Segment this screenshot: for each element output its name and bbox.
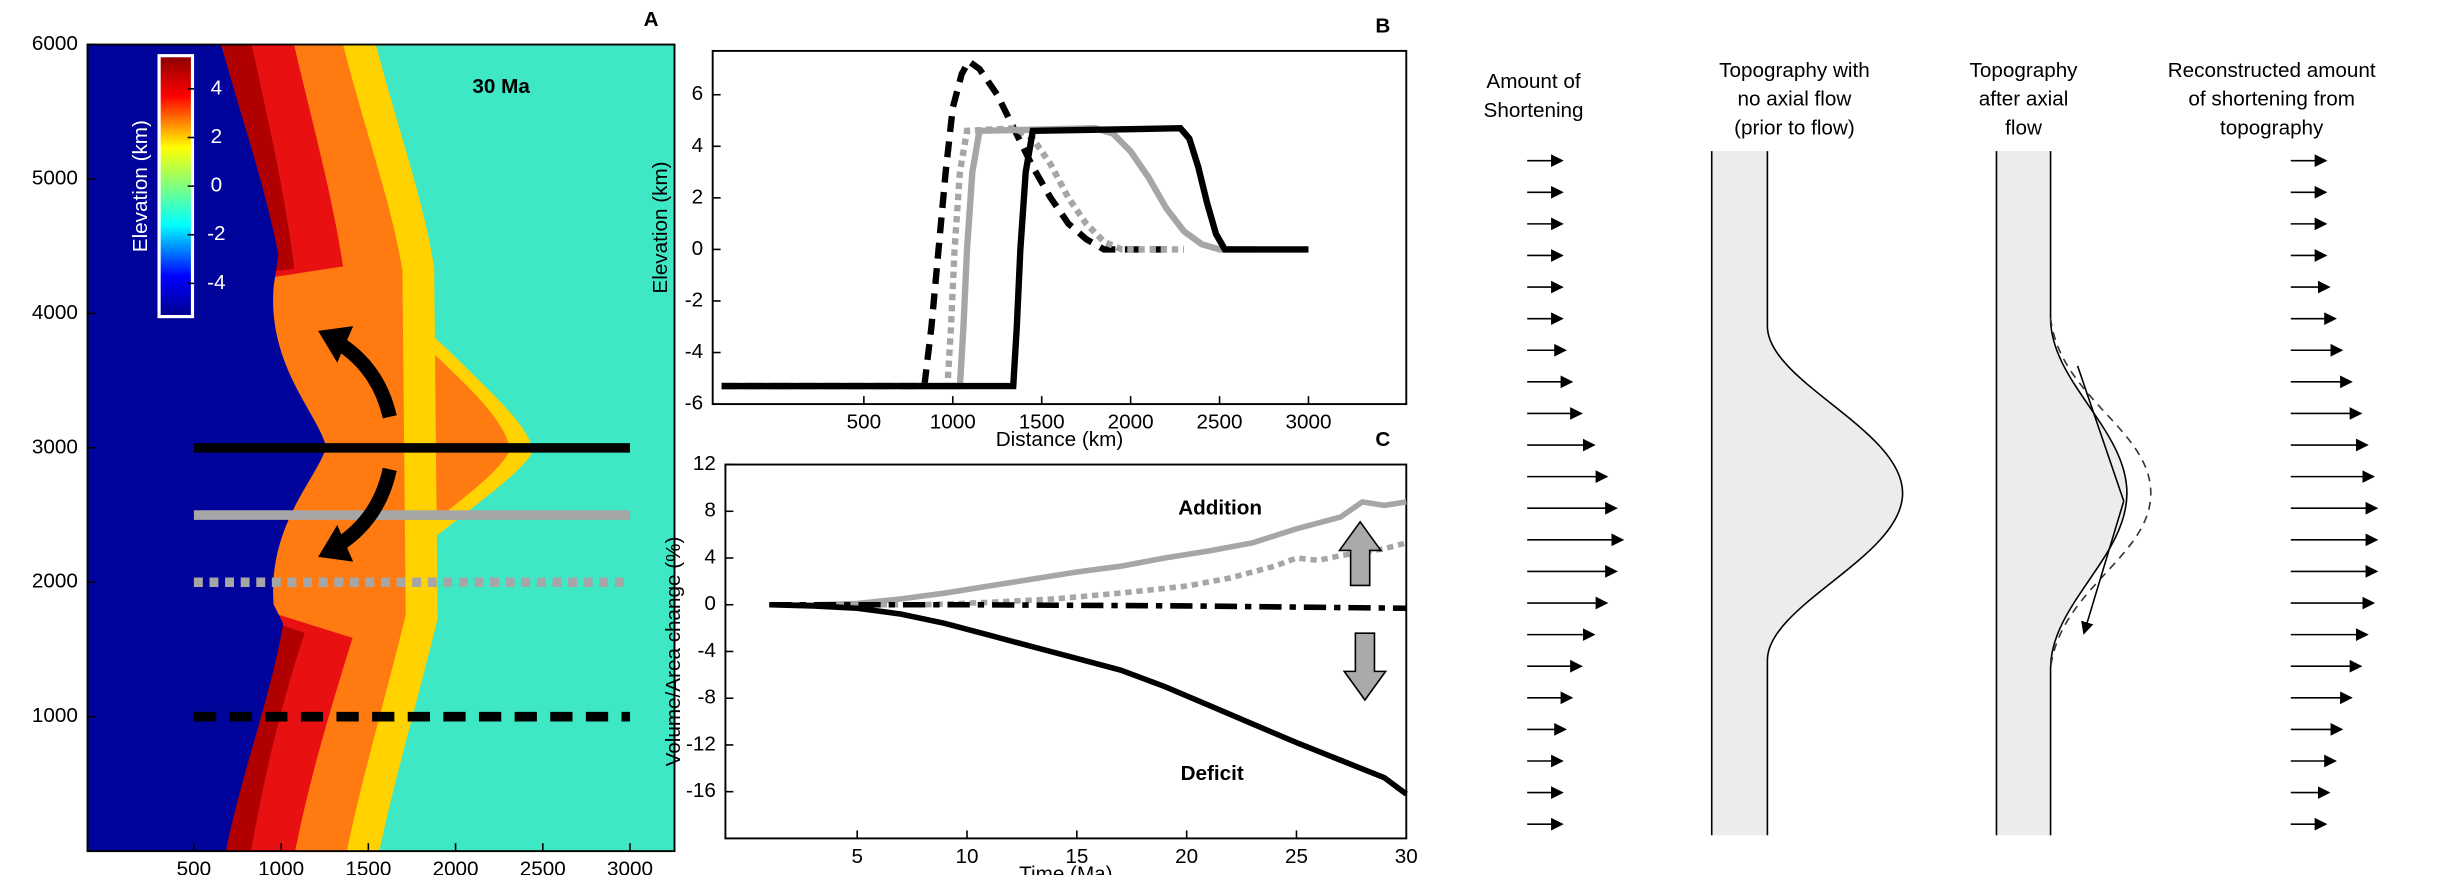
y-tick-label: 6000 xyxy=(32,32,78,55)
y-axis-label: Volume/Area change (%) xyxy=(662,537,685,767)
colorbar-tick-label: 0 xyxy=(211,174,222,197)
y-tick-label: -12 xyxy=(686,732,716,755)
annotation: 30 Ma xyxy=(472,75,530,98)
y-tick-label: -6 xyxy=(685,392,703,415)
x-tick-label: 500 xyxy=(177,858,211,875)
x-tick-label: 500 xyxy=(847,411,881,434)
y-tick-label: 1000 xyxy=(32,704,78,727)
y-tick-label: 2000 xyxy=(32,570,78,593)
x-tick-label: 10 xyxy=(956,845,979,868)
column-heading: (prior to flow) xyxy=(1734,116,1855,139)
panel-label: A xyxy=(644,8,659,31)
colorbar-tick-label: -2 xyxy=(207,222,225,245)
x-tick-label: 2500 xyxy=(520,858,566,875)
axes-frame xyxy=(724,463,1408,840)
y-tick-label: 4 xyxy=(704,545,715,568)
panel-label: B xyxy=(1375,15,1390,38)
colorbar-tick-label: -4 xyxy=(207,271,225,294)
column-heading: no axial flow xyxy=(1738,88,1852,111)
panel-label: C xyxy=(1375,428,1390,451)
y-tick-label: 3000 xyxy=(32,435,78,458)
x-tick-label: 15 xyxy=(1065,845,1088,868)
y-tick-label: 4000 xyxy=(32,301,78,324)
axes-frame xyxy=(711,49,1408,406)
column-heading: Amount of xyxy=(1486,70,1580,93)
y-tick-label: -16 xyxy=(686,779,716,802)
y-axis-label: Elevation (km) xyxy=(649,161,672,293)
y-tick-label: -4 xyxy=(697,639,715,662)
column-heading: Reconstructed amount xyxy=(2168,59,2376,82)
overlay xyxy=(318,151,2152,836)
series-line xyxy=(721,125,1256,390)
x-tick-label: 25 xyxy=(1285,845,1308,868)
series-line xyxy=(769,499,1407,608)
y-tick-label: -2 xyxy=(685,288,703,311)
y-tick-label: 0 xyxy=(692,237,703,260)
annotation: Deficit xyxy=(1181,762,1244,785)
y-tick-label: -8 xyxy=(697,686,715,709)
colorbar-label: Elevation (km) xyxy=(129,120,152,252)
column-heading: flow xyxy=(2005,116,2042,139)
column-heading: Topography xyxy=(1970,59,2079,82)
series-line xyxy=(721,56,1176,390)
y-tick-label: 12 xyxy=(693,452,716,475)
x-tick-label: 20 xyxy=(1175,845,1198,868)
column-heading: of shortening from xyxy=(2188,88,2355,111)
x-tick-label: 1000 xyxy=(258,858,304,875)
series-line xyxy=(769,601,1407,612)
x-tick-label: 2000 xyxy=(1108,411,1154,434)
y-tick-label: 6 xyxy=(692,82,703,105)
colorbar-tick-label: 4 xyxy=(211,76,222,99)
colorbar-tick-label: 2 xyxy=(211,125,222,148)
x-tick-label: 3000 xyxy=(607,858,653,875)
x-axis-label: Distance (km) xyxy=(996,428,1123,451)
y-tick-label: 8 xyxy=(704,499,715,522)
y-tick-label: 4 xyxy=(692,134,703,157)
column-heading: after axial xyxy=(1979,88,2069,111)
colorbar xyxy=(160,57,191,315)
x-axis-label: Time (Ma) xyxy=(1019,862,1112,875)
column-heading: Topography with xyxy=(1719,59,1870,82)
x-tick-label: 5 xyxy=(851,845,862,868)
series-line xyxy=(769,540,1408,608)
series-line xyxy=(769,601,1408,797)
annotation: Addition xyxy=(1178,497,1262,520)
x-tick-label: 2000 xyxy=(433,858,479,875)
x-tick-label: 3000 xyxy=(1285,411,1331,434)
y-tick-label: -4 xyxy=(685,340,703,363)
column-heading: Shortening xyxy=(1484,99,1584,122)
x-tick-label: 1500 xyxy=(345,858,391,875)
column-heading: topography xyxy=(2220,116,2324,139)
x-tick-label: 2500 xyxy=(1197,411,1243,434)
series-line xyxy=(721,125,1309,390)
y-tick-label: 2 xyxy=(692,185,703,208)
y-tick-label: 0 xyxy=(704,592,715,615)
x-tick-label: 1000 xyxy=(930,411,976,434)
y-tick-label: 5000 xyxy=(32,166,78,189)
series-line xyxy=(721,125,1184,390)
x-tick-label: 1500 xyxy=(1019,411,1065,434)
x-tick-label: 30 xyxy=(1395,845,1418,868)
